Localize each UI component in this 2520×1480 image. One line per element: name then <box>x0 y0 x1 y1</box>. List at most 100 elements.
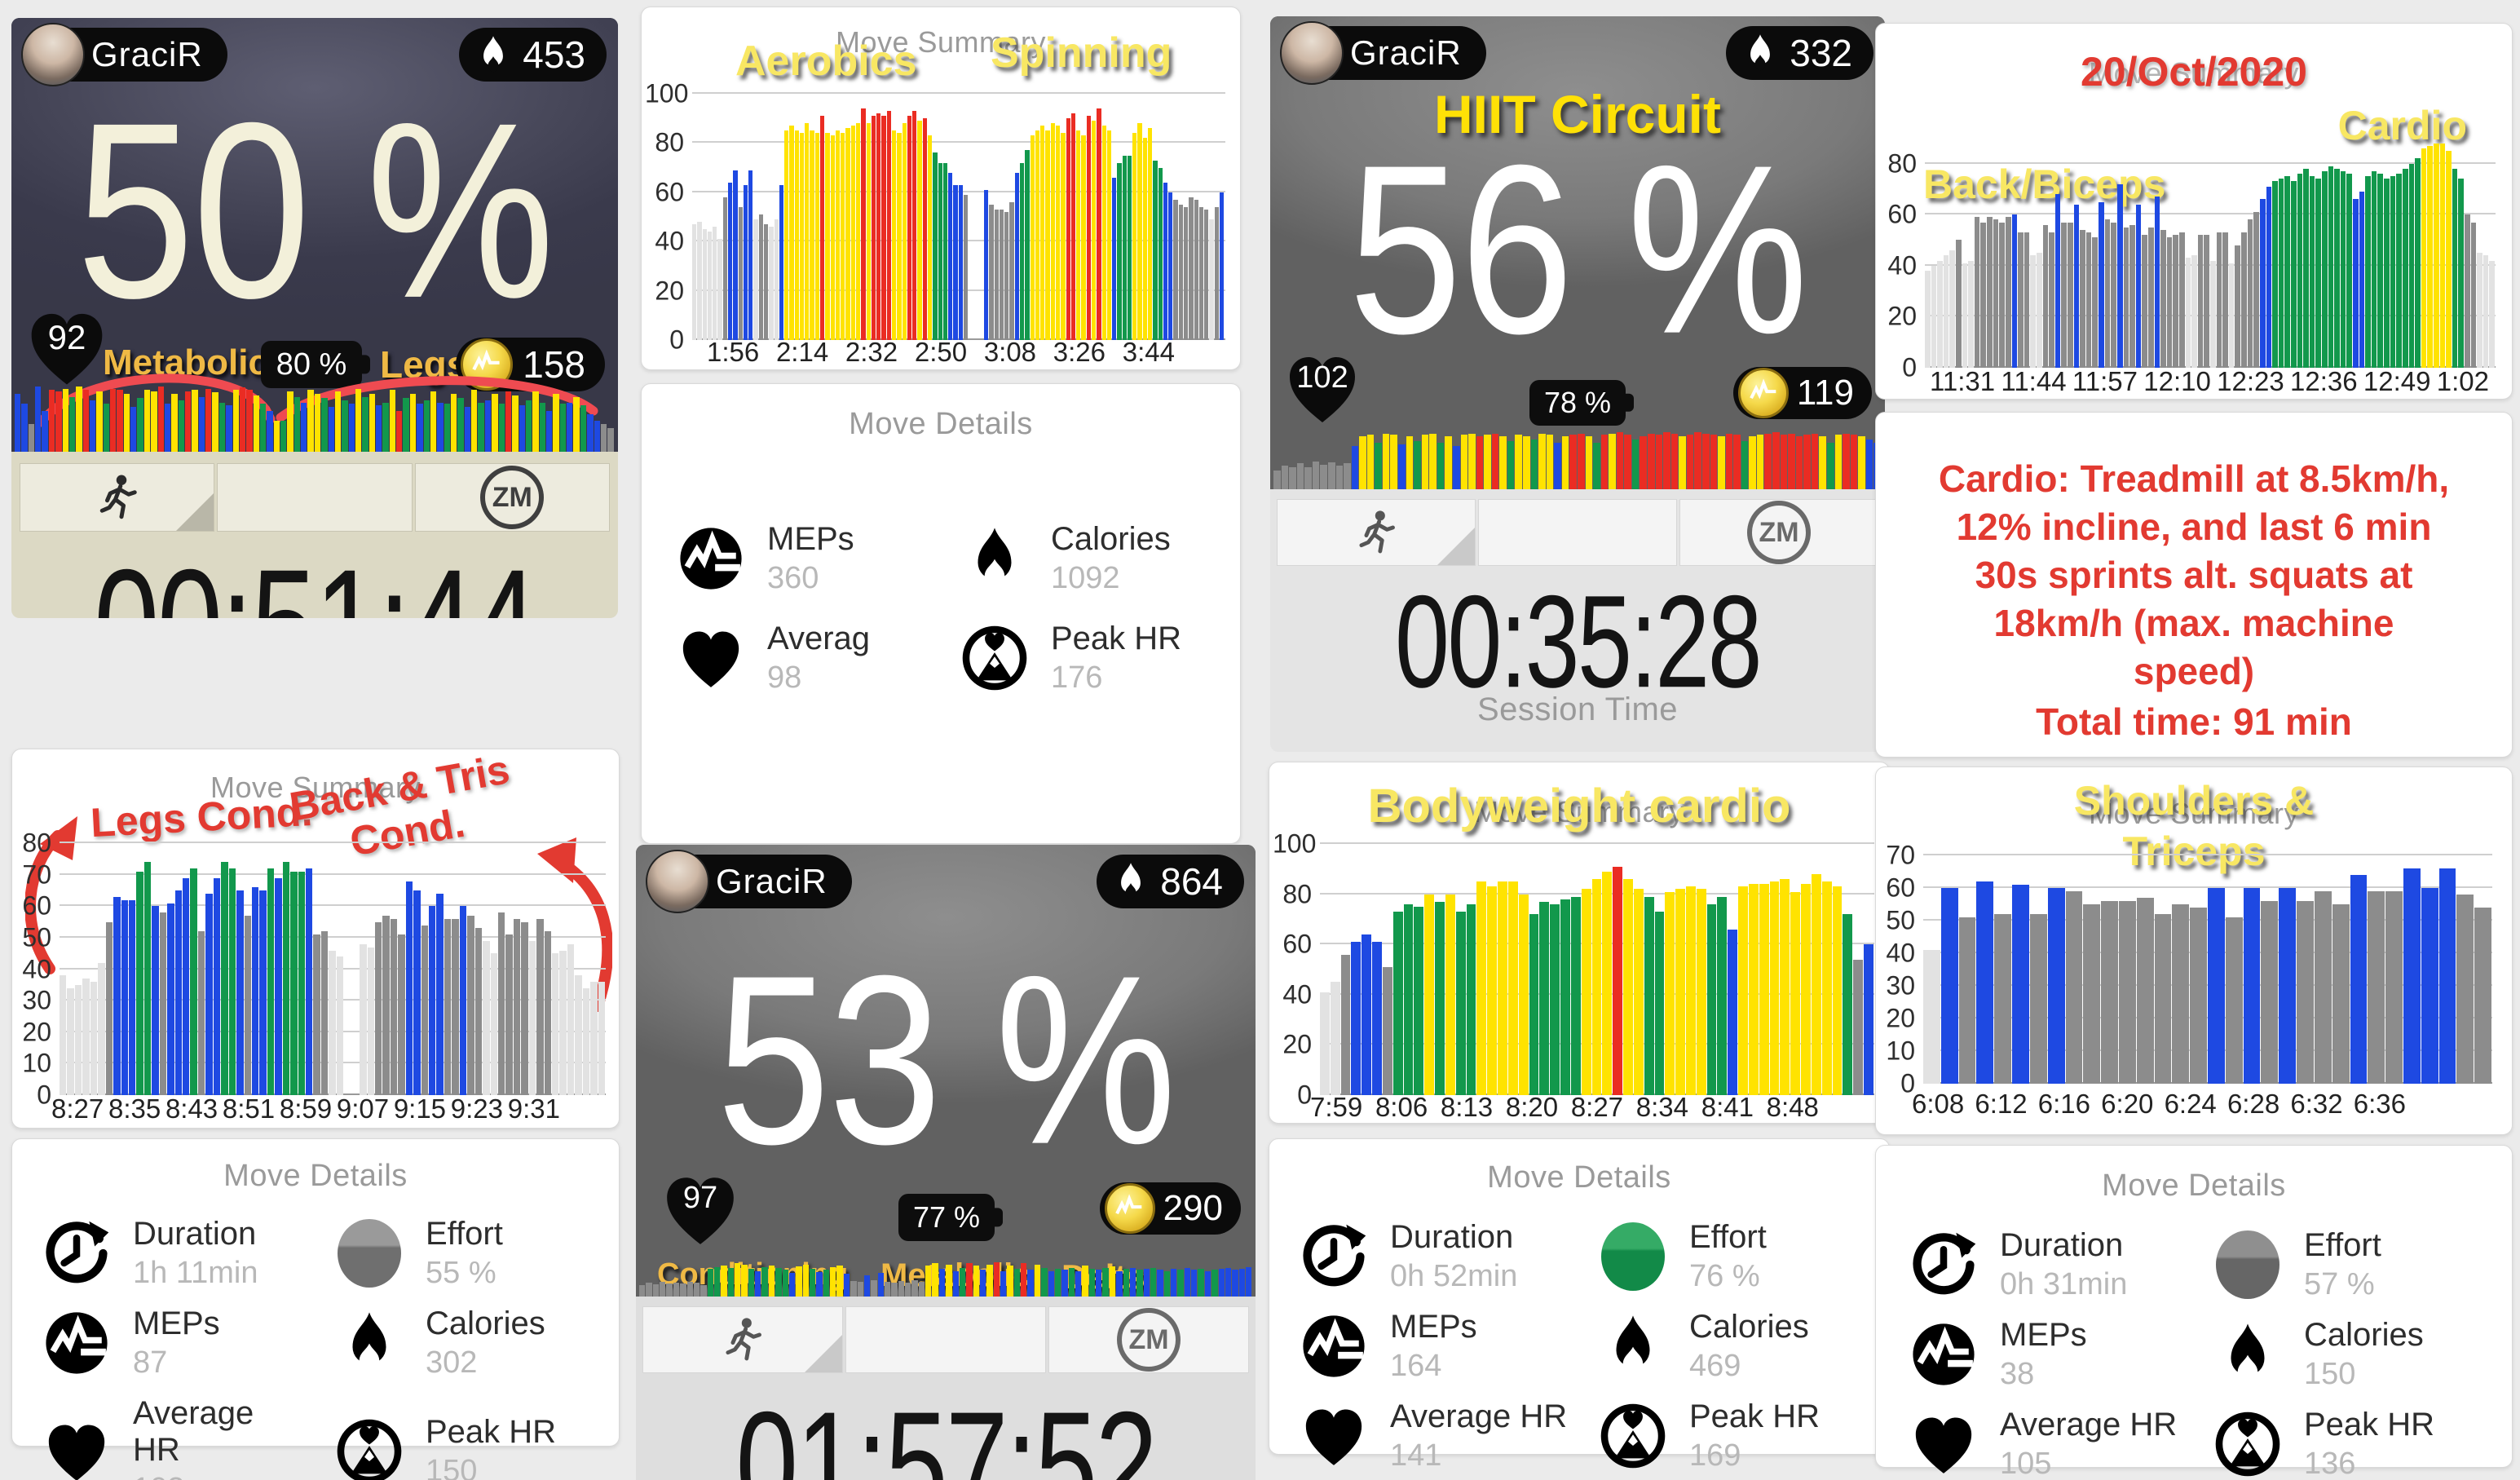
middle-button[interactable] <box>217 463 413 532</box>
zone-strip-bar <box>130 407 137 452</box>
chart-bar <box>1025 150 1030 340</box>
zone-strip-bar <box>721 1265 727 1297</box>
user-pill: GraciR <box>1280 21 1486 85</box>
chart-bar <box>513 918 521 1095</box>
effort-icon <box>1598 1222 1668 1292</box>
zone-strip-bar <box>1445 436 1452 489</box>
zone-strip-bar <box>850 1280 857 1297</box>
middle-button[interactable] <box>1478 499 1677 566</box>
zone-strip-bar <box>1398 444 1406 489</box>
chart-bar <box>590 982 598 1095</box>
zone-match-button[interactable]: ZM <box>1048 1306 1249 1373</box>
zone-strip-bar <box>1048 1270 1054 1297</box>
fold-corner <box>176 493 214 531</box>
gridline <box>60 936 606 939</box>
chart-bar <box>2073 204 2080 368</box>
flame-icon <box>1598 1311 1668 1381</box>
zone-strip-bar <box>471 390 478 452</box>
effort-percent: 56 % <box>1348 114 1808 384</box>
zm-icon: ZM <box>1117 1308 1181 1372</box>
y-tick-label: 0 <box>1902 352 1917 382</box>
y-tick-label: 0 <box>1900 1068 1915 1098</box>
chart-plot: 0 10 20 30 40 50 60 70 <box>1886 839 2492 1098</box>
chart-bar <box>856 123 861 340</box>
chart-bar <box>2024 232 2030 368</box>
activity-button[interactable] <box>1277 499 1476 566</box>
activity-button[interactable] <box>642 1306 843 1373</box>
zone-strip-bar <box>82 390 89 452</box>
detail-value: 136 <box>2304 1447 2356 1480</box>
zone-match-button[interactable]: ZM <box>1679 499 1878 566</box>
detail-row: Peak HR 150 <box>334 1395 602 1480</box>
chart-bar <box>60 975 67 1095</box>
user-pill: GraciR <box>21 23 227 86</box>
chart-bar <box>2421 888 2438 1084</box>
y-tick-label: 10 <box>22 1048 51 1078</box>
detail-value: 150 <box>2304 1357 2356 1391</box>
zone-strip-bar <box>1136 1270 1143 1297</box>
zone-strip-bar <box>1600 435 1609 489</box>
detail-row: Duration 0h 52min <box>1299 1219 1573 1294</box>
chart-bar <box>692 224 697 340</box>
chart-bar <box>2408 163 2415 368</box>
chart-bar <box>598 982 606 1095</box>
chart-bar <box>2446 150 2452 368</box>
chart-bar <box>1153 160 1158 340</box>
chart-bar <box>374 921 382 1095</box>
detail-label: MEPs <box>1390 1309 1477 1345</box>
zone-match-button[interactable]: ZM <box>414 463 610 532</box>
zone-strip-bar <box>666 1283 673 1297</box>
heart-rate-value: 97 <box>682 1181 718 1215</box>
calories-badge: 453 <box>459 28 607 82</box>
chart-bar <box>743 184 748 340</box>
chart-bar <box>2191 255 2197 368</box>
chart-bar <box>1466 903 1476 1095</box>
detail-value: 55 % <box>426 1256 496 1290</box>
zone-strip-bar <box>1320 464 1327 489</box>
chart-bar <box>1560 899 1570 1095</box>
zone-strip-bar <box>396 410 403 452</box>
chart-bar <box>933 152 938 340</box>
detail-label: Average HR <box>2000 1407 2178 1442</box>
chart-bar <box>1351 942 1362 1095</box>
chart-title: Move Summary <box>2088 797 2300 830</box>
battery-badge: 77 % <box>898 1194 995 1241</box>
chart-bar <box>2228 263 2235 368</box>
chart-bar <box>544 931 551 1095</box>
chart-bar <box>2477 253 2482 368</box>
middle-button[interactable] <box>845 1306 1046 1373</box>
chart-bar <box>2111 222 2116 368</box>
chart-bar <box>1204 209 1209 340</box>
chart-bar <box>989 204 994 340</box>
zone-strip-bar <box>430 391 437 452</box>
chart-bar <box>467 916 474 1095</box>
chart-bar <box>897 133 902 340</box>
move-details-card-4: Move Details Duration 0h 31min Effort 57 % M… <box>1875 1145 2513 1480</box>
effort-icon <box>334 1218 404 1288</box>
zone-strip-bar <box>42 410 48 452</box>
chart-bar <box>2047 888 2065 1084</box>
chart-bar <box>1613 866 1623 1095</box>
move-details-card-3: Move Details Duration 0h 52min Effort 76 % M… <box>1269 1138 1890 1473</box>
chart-bar <box>244 916 251 1095</box>
y-tick-label: 40 <box>1887 250 1917 281</box>
zone-strip-bar <box>1648 433 1655 489</box>
activity-button[interactable] <box>20 463 215 532</box>
zone-strip-bar <box>212 391 218 452</box>
zone-strip-bar <box>959 1268 966 1297</box>
detail-value: 141 <box>1390 1438 1442 1473</box>
duration-icon <box>46 1221 109 1283</box>
chart-bar <box>1644 896 1654 1095</box>
zone-strip-bar <box>1725 433 1733 489</box>
zone-strip-bar <box>993 1261 1000 1297</box>
y-tick-label: 70 <box>1886 840 1915 870</box>
heart-icon <box>667 1177 734 1244</box>
meps-coin-icon <box>1104 1183 1155 1234</box>
chart-bar <box>2259 199 2266 368</box>
zone-strip-bar <box>925 1265 932 1297</box>
chart-bar <box>1759 884 1769 1095</box>
zone-strip-bar <box>652 1283 660 1297</box>
chart-bar <box>1539 901 1550 1095</box>
zone-strip-bar <box>1344 463 1351 489</box>
heart-icon <box>1299 1401 1369 1471</box>
